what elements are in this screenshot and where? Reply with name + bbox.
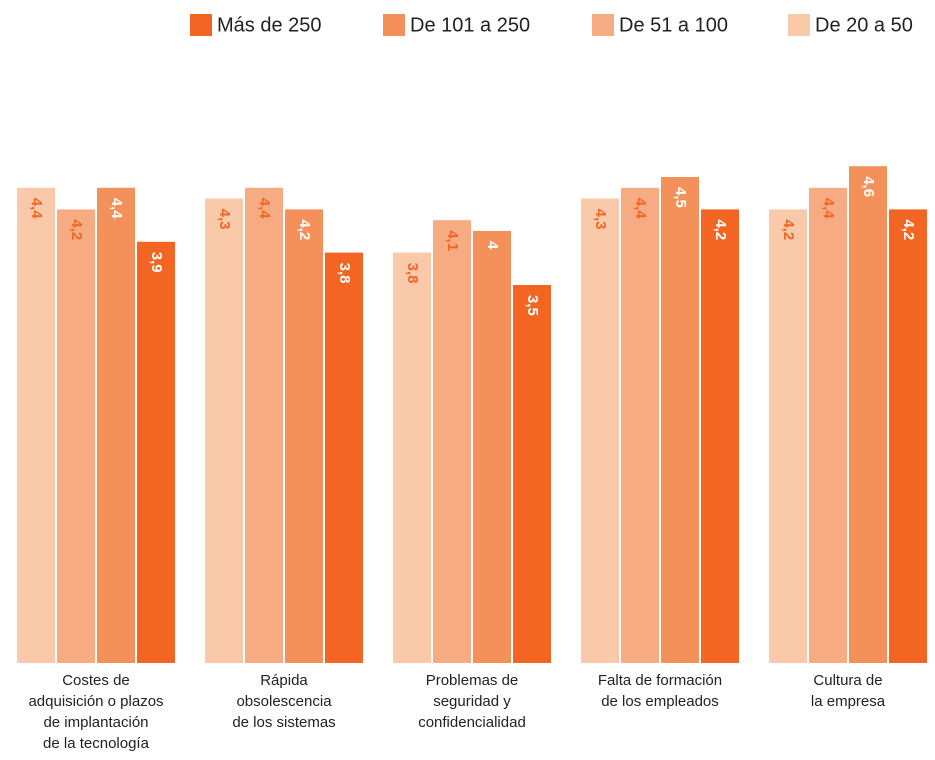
value-label: 4,2 (712, 219, 729, 240)
value-label: 4,1 (444, 230, 461, 251)
bar (57, 209, 95, 663)
value-label: 4,2 (900, 219, 917, 240)
bar (849, 166, 887, 663)
bar (205, 198, 243, 663)
bar (809, 187, 847, 664)
value-label: 4,5 (672, 187, 689, 208)
bar (393, 252, 431, 663)
value-label: 4,4 (632, 198, 649, 220)
bar (17, 187, 55, 664)
legend-swatch (383, 14, 405, 36)
bar (433, 220, 471, 663)
bar (769, 209, 807, 663)
value-label: 3,8 (404, 263, 421, 284)
value-label: 4,6 (860, 176, 877, 197)
legend-swatch (592, 14, 614, 36)
value-label: 4,3 (216, 209, 233, 230)
x-tick-label: Problemas de seguridad y confidencialida… (418, 672, 526, 731)
bar (661, 177, 699, 663)
value-label: 4,2 (780, 219, 797, 240)
value-label: 3,9 (148, 252, 165, 273)
x-tick-label: Cultura de la empresa (810, 672, 886, 710)
bar (889, 209, 927, 663)
legend-label: De 101 a 250 (410, 14, 530, 36)
bar (137, 241, 175, 664)
bar (581, 198, 619, 663)
value-label: 4,2 (68, 219, 85, 240)
legend-label: De 20 a 50 (815, 14, 913, 36)
bar (325, 252, 363, 663)
bar (97, 187, 135, 664)
bar (513, 285, 551, 663)
x-tick-label: Rápida obsolescencia de los sistemas (232, 672, 336, 731)
bar (473, 231, 511, 663)
bar (245, 187, 283, 664)
value-label: 4,2 (296, 219, 313, 240)
value-label: 4 (484, 241, 501, 250)
value-label: 4,4 (256, 198, 273, 220)
bar (285, 209, 323, 663)
value-label: 4,4 (28, 198, 45, 220)
bar (701, 209, 739, 663)
value-label: 4,4 (820, 198, 837, 220)
legend-label: De 51 a 100 (619, 14, 728, 36)
legend-swatch (190, 14, 212, 36)
x-tick-label: Costes de adquisición o plazos de implan… (28, 672, 164, 752)
legend-swatch (788, 14, 810, 36)
value-label: 4,4 (108, 198, 125, 220)
value-label: 3,8 (336, 263, 353, 284)
bar (621, 187, 659, 664)
legend-label: Más de 250 (217, 14, 322, 36)
x-tick-label: Falta de formación de los empleados (597, 672, 723, 710)
value-label: 4,3 (592, 209, 609, 230)
value-label: 3,5 (524, 295, 541, 316)
